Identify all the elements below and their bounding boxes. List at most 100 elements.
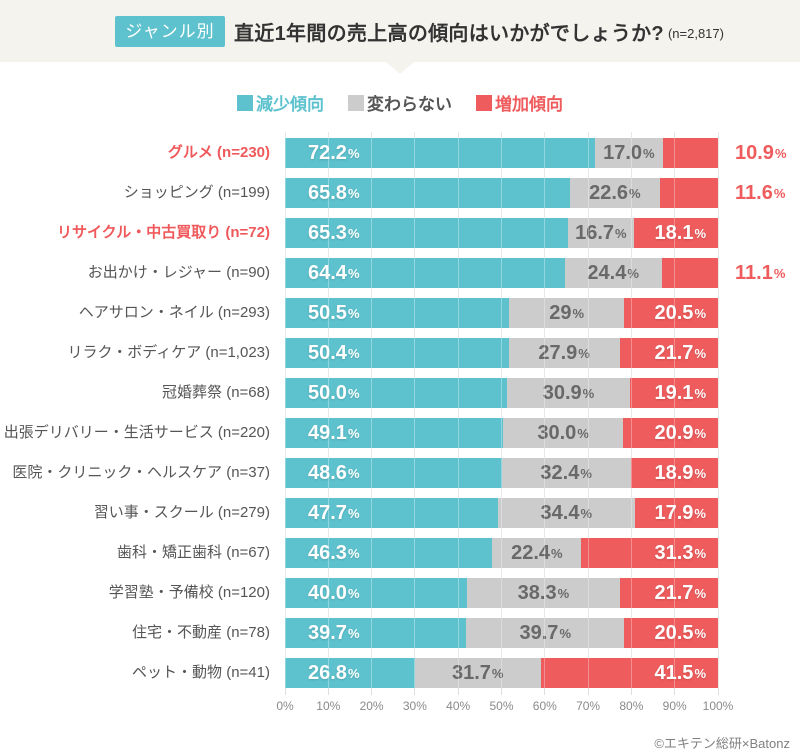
value-label: 46.3	[308, 542, 347, 564]
value-label: 18.1	[654, 222, 694, 244]
value-label: 17.0	[603, 142, 643, 164]
unit-label: %	[551, 545, 563, 561]
x-tick-label: 50%	[489, 699, 514, 713]
unit-label: %	[774, 145, 787, 161]
stacked-bar: 26.8% 31.7% 41.5%	[285, 658, 718, 688]
x-tick-label: 20%	[359, 699, 384, 713]
bar-row: 習い事・スクール (n=279) 47.7% 34.4% 17.9%	[0, 498, 800, 528]
bar-increase-segment: 17.9%	[634, 498, 718, 528]
value-label: 30.0	[537, 422, 577, 444]
outside-increase-label: 11.1%	[735, 258, 785, 288]
legend-label-increase: 増加傾向	[495, 95, 563, 114]
unit-label: %	[347, 265, 360, 281]
value-label: 31.3	[654, 542, 694, 564]
unit-label: %	[347, 585, 360, 601]
value-label: 34.4	[540, 502, 580, 524]
unit-label: %	[347, 225, 360, 241]
row-label: 医院・クリニック・ヘルスケア (n=37)	[12, 464, 270, 481]
bar-decrease-segment: 49.1%	[285, 418, 504, 448]
bar-increase-segment	[662, 138, 718, 168]
bar-nochange-segment: 27.9%	[508, 338, 620, 368]
header-band: ジャンル別 直近1年間の売上高の傾向はいかがでしょうか? (n=2,817)	[0, 0, 800, 62]
outside-increase-label: 10.9%	[735, 138, 787, 168]
value-label: 50.4	[308, 342, 347, 364]
bar-increase-segment: 21.7%	[619, 338, 718, 368]
value-label: 20.9	[654, 422, 694, 444]
value-label: 11.1	[735, 262, 773, 284]
value-label: 65.3	[308, 222, 347, 244]
stacked-bar: 65.3% 16.7% 18.1%	[285, 218, 719, 248]
value-label: 41.5	[654, 662, 694, 684]
unit-label: %	[694, 665, 706, 681]
value-label: 39.7	[308, 622, 347, 644]
unit-label: %	[627, 265, 639, 281]
bar-nochange-segment: 30.0%	[503, 418, 623, 448]
bar-decrease-segment: 64.4%	[285, 258, 565, 288]
footer-credit: ©エキテン総研×Batonz	[654, 736, 790, 751]
value-label: 38.3	[517, 582, 557, 604]
row-label: ヘアサロン・ネイル (n=293)	[78, 304, 270, 321]
value-label: 20.5	[654, 302, 694, 324]
x-tick-label: 100%	[702, 699, 734, 713]
bar-row: グルメ (n=230) 72.2% 17.0% 10.9%	[0, 138, 800, 168]
unit-label: %	[347, 345, 360, 361]
value-label: 50.5	[308, 302, 347, 324]
bar-decrease-segment: 65.8%	[285, 178, 570, 208]
unit-label: %	[347, 545, 360, 561]
value-label: 26.8	[308, 662, 347, 684]
bar-row: 歯科・矯正歯科 (n=67) 46.3% 22.4% 31.3%	[0, 538, 800, 568]
stacked-bar: 47.7% 34.4% 17.9%	[285, 498, 718, 528]
callout-triangle-icon	[386, 62, 414, 74]
unit-label: %	[694, 625, 707, 641]
unit-label: %	[347, 305, 360, 321]
title-wrap: 直近1年間の売上高の傾向はいかがでしょうか? (n=2,817)	[234, 0, 724, 62]
legend-item-decrease: 減少傾向	[237, 90, 324, 115]
value-label: 29	[549, 302, 572, 324]
outside-increase-label: 11.6%	[735, 178, 785, 208]
x-tick-label: 10%	[316, 699, 341, 713]
x-tick-label: 0%	[276, 699, 294, 713]
row-label: グルメ (n=230)	[167, 144, 270, 161]
x-tick-label: 70%	[576, 699, 601, 713]
bar-decrease-segment: 65.3%	[285, 218, 568, 248]
bar-increase-segment: 18.9%	[630, 458, 718, 488]
unit-label: %	[694, 345, 706, 361]
unit-label: %	[694, 225, 707, 241]
legend-label-no-change: 変わらない	[367, 95, 452, 114]
bar-increase-segment	[661, 258, 718, 288]
value-label: 32.4	[540, 462, 580, 484]
value-label: 30.9	[542, 382, 582, 404]
row-label: 習い事・スクール (n=279)	[93, 504, 270, 521]
unit-label: %	[629, 185, 641, 201]
unit-label: %	[572, 305, 585, 321]
unit-label: %	[773, 185, 786, 201]
bar-row: 出張デリバリー・生活サービス (n=220) 49.1% 30.0% 20.9%	[0, 418, 800, 448]
row-label: リラク・ボディケア (n=1,023)	[67, 344, 270, 361]
unit-label: %	[347, 505, 360, 521]
legend-swatch-decrease	[237, 94, 253, 111]
stacked-bar: 46.3% 22.4% 31.3%	[285, 538, 719, 568]
value-label: 47.7	[308, 502, 347, 524]
unit-label: %	[577, 425, 589, 441]
value-label: 11.6	[735, 182, 773, 204]
stacked-bar: 49.1% 30.0% 20.9%	[285, 418, 719, 448]
stacked-bar: 50.4% 27.9% 21.7%	[285, 338, 718, 368]
genre-badge: ジャンル別	[115, 16, 225, 47]
row-label: 学習塾・予備校 (n=120)	[108, 584, 270, 601]
unit-label: %	[491, 665, 504, 681]
row-label: 住宅・不動産 (n=78)	[132, 624, 270, 641]
bar-decrease-segment: 46.3%	[285, 538, 493, 568]
unit-label: %	[347, 465, 360, 481]
unit-label: %	[347, 145, 360, 161]
value-label: 72.2	[308, 142, 347, 164]
bar-row: 冠婚葬祭 (n=68) 50.0% 30.9% 19.1%	[0, 378, 800, 408]
bar-row: 住宅・不動産 (n=78) 39.7% 39.7% 20.5%	[0, 618, 800, 648]
unit-label: %	[582, 385, 595, 401]
legend-item-no-change: 変わらない	[348, 90, 452, 115]
value-label: 21.7	[654, 342, 694, 364]
bar-nochange-segment: 39.7%	[466, 618, 625, 648]
unit-label: %	[643, 145, 655, 161]
value-label: 50.0	[308, 382, 347, 404]
stacked-bar: 50.0% 30.9% 19.1%	[285, 378, 718, 408]
unit-label: %	[347, 665, 360, 681]
